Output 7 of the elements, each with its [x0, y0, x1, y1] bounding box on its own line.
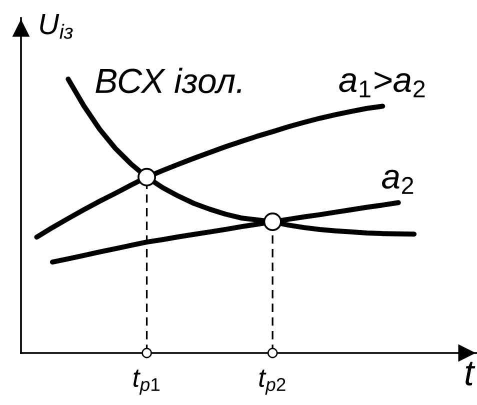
series-label: a$_{2}$ — [382, 170, 414, 194]
x-tick-label: t$_{p2}$ — [259, 370, 286, 395]
series-label: ВСХ ізол. — [96, 68, 242, 94]
x-axis-title: t — [466, 362, 476, 386]
series-label: a$_{1}$>a$_{2}$ — [339, 72, 425, 98]
y-axis-title: U$_{із}$ — [40, 14, 73, 39]
x-tick-label: t$_{p1}$ — [133, 370, 160, 395]
